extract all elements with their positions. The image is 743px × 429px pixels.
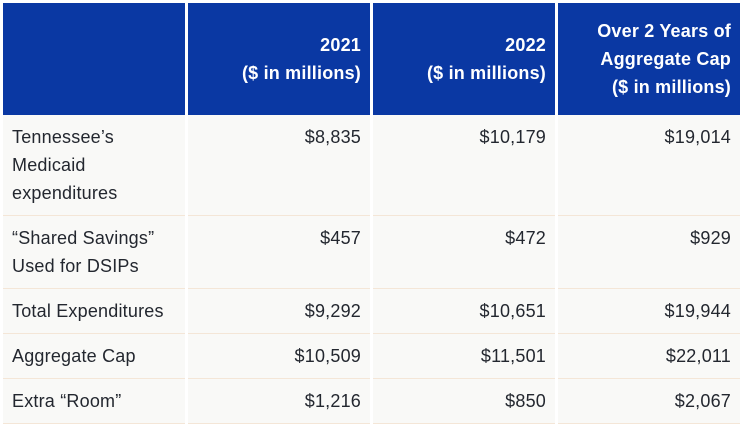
row-label-medicaid-expenditures: Tennessee’s Medicaid expenditures (3, 115, 185, 216)
header-cell-2021: 2021 ($ in millions) (188, 3, 370, 115)
cell-extra-room-2022: $850 (373, 379, 555, 424)
row-label-extra-room: Extra “Room” (3, 379, 185, 424)
cell-total-expenditures-total: $19,944 (558, 289, 740, 334)
cell-shared-savings-2022: $472 (373, 216, 555, 289)
cell-medicaid-expenditures-total: $19,014 (558, 115, 740, 216)
row-label-aggregate-cap: Aggregate Cap (3, 334, 185, 379)
cell-shared-savings-2021: $457 (188, 216, 370, 289)
row-label-shared-savings: “Shared Savings” Used for DSIPs (3, 216, 185, 289)
cell-aggregate-cap-total: $22,011 (558, 334, 740, 379)
cell-medicaid-expenditures-2022: $10,179 (373, 115, 555, 216)
cell-extra-room-total: $2,067 (558, 379, 740, 424)
header-cell-empty (3, 3, 185, 115)
header-cell-over-2-years: Over 2 Years of Aggregate Cap ($ in mill… (558, 3, 740, 115)
cell-shared-savings-total: $929 (558, 216, 740, 289)
row-label-total-expenditures: Total Expenditures (3, 289, 185, 334)
cell-aggregate-cap-2022: $11,501 (373, 334, 555, 379)
cell-extra-room-2021: $1,216 (188, 379, 370, 424)
cell-aggregate-cap-2021: $10,509 (188, 334, 370, 379)
header-cell-2022: 2022 ($ in millions) (373, 3, 555, 115)
cell-total-expenditures-2021: $9,292 (188, 289, 370, 334)
cell-medicaid-expenditures-2021: $8,835 (188, 115, 370, 216)
cell-total-expenditures-2022: $10,651 (373, 289, 555, 334)
